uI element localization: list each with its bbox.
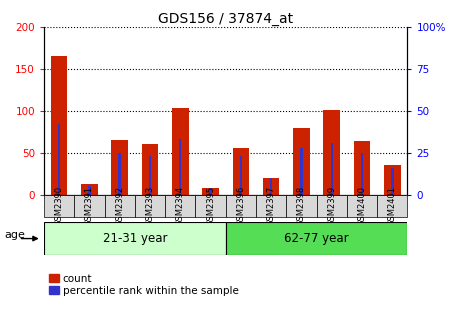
Text: GSM2394: GSM2394 <box>176 186 185 226</box>
FancyBboxPatch shape <box>286 195 317 217</box>
Bar <box>209 188 212 195</box>
Text: GSM2398: GSM2398 <box>297 186 306 226</box>
Text: GSM2393: GSM2393 <box>145 186 155 226</box>
FancyBboxPatch shape <box>226 195 256 217</box>
Bar <box>391 168 394 195</box>
FancyBboxPatch shape <box>226 222 407 255</box>
Title: GDS156 / 37874_at: GDS156 / 37874_at <box>158 12 293 26</box>
FancyBboxPatch shape <box>165 195 195 217</box>
Bar <box>232 148 249 195</box>
FancyBboxPatch shape <box>195 195 226 217</box>
Bar <box>361 153 363 195</box>
FancyBboxPatch shape <box>135 195 165 217</box>
Text: GSM2399: GSM2399 <box>327 186 336 226</box>
Text: GSM2396: GSM2396 <box>236 186 245 226</box>
Bar <box>354 141 370 195</box>
FancyBboxPatch shape <box>347 195 377 217</box>
Legend: count, percentile rank within the sample: count, percentile rank within the sample <box>49 274 238 296</box>
Text: 21-31 year: 21-31 year <box>103 232 167 245</box>
Bar <box>240 156 242 195</box>
Bar <box>51 56 68 195</box>
Bar <box>202 188 219 195</box>
FancyBboxPatch shape <box>44 222 226 255</box>
FancyBboxPatch shape <box>317 195 347 217</box>
Bar <box>384 166 400 195</box>
Text: GSM2400: GSM2400 <box>357 186 367 226</box>
Bar <box>88 186 91 195</box>
Text: 62-77 year: 62-77 year <box>284 232 349 245</box>
Bar <box>300 148 303 195</box>
Text: GSM2392: GSM2392 <box>115 186 124 226</box>
Bar <box>331 143 333 195</box>
Bar <box>270 178 272 195</box>
FancyBboxPatch shape <box>44 195 74 217</box>
Text: GSM2390: GSM2390 <box>55 186 63 226</box>
Bar <box>81 184 98 195</box>
Bar <box>119 153 121 195</box>
FancyBboxPatch shape <box>105 195 135 217</box>
Text: age: age <box>5 230 25 240</box>
Bar <box>323 110 340 195</box>
Bar <box>58 124 60 195</box>
Bar <box>149 156 151 195</box>
Bar <box>293 128 310 195</box>
Text: GSM2401: GSM2401 <box>388 186 397 226</box>
FancyBboxPatch shape <box>256 195 286 217</box>
Bar <box>263 178 280 195</box>
FancyBboxPatch shape <box>74 195 105 217</box>
FancyBboxPatch shape <box>377 195 407 217</box>
Text: GSM2391: GSM2391 <box>85 186 94 226</box>
Bar <box>172 108 188 195</box>
Bar <box>112 140 128 195</box>
Bar <box>142 144 158 195</box>
Bar <box>179 139 181 195</box>
Text: GSM2395: GSM2395 <box>206 186 215 226</box>
Text: GSM2397: GSM2397 <box>267 186 275 226</box>
